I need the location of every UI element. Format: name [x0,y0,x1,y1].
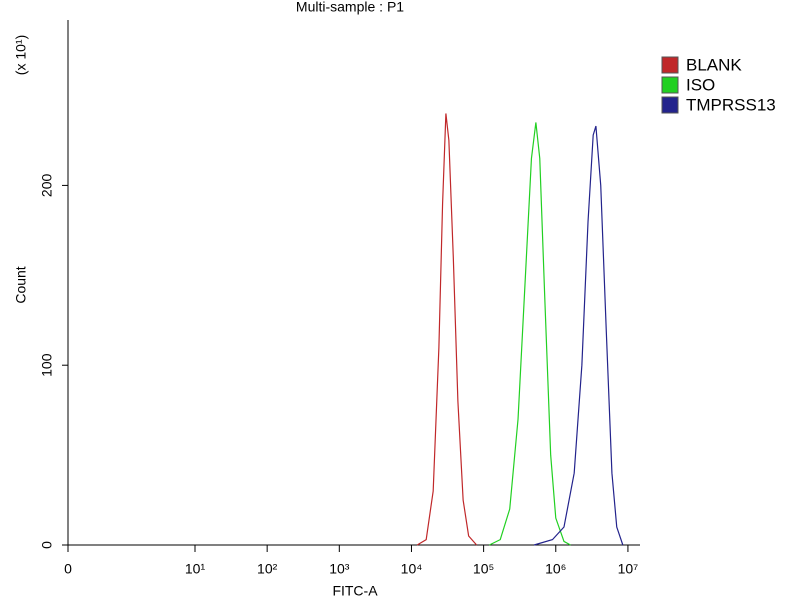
x-axis-label: FITC-A [332,583,378,599]
histogram-line [489,122,571,546]
x-tick-label: 10² [257,561,278,577]
legend-swatch [661,76,679,94]
x-tick-label: 10¹ [185,561,206,577]
x-tick-label: 10³ [329,561,350,577]
legend-swatch [661,56,679,74]
legend-label: ISO [686,75,715,94]
histogram-line [533,125,624,546]
x-tick-label: 0 [64,561,72,577]
y-multiplier: (x 10¹) [13,35,29,75]
legend-swatch [661,96,679,114]
x-tick-label: 10⁵ [473,561,494,577]
x-tick-label: 10⁷ [618,561,639,577]
y-tick-label: 0 [39,541,55,549]
y-tick-label: 200 [39,174,55,198]
legend-label: BLANK [686,55,742,74]
x-tick-label: 10⁶ [545,561,566,577]
y-tick-label: 100 [39,353,55,377]
chart-title: Multi-sample : P1 [296,0,404,15]
y-axis-label: Count [13,266,29,303]
histogram-line [416,113,478,546]
x-tick-label: 10⁴ [401,561,423,577]
legend-label: TMPRSS13 [686,95,776,114]
